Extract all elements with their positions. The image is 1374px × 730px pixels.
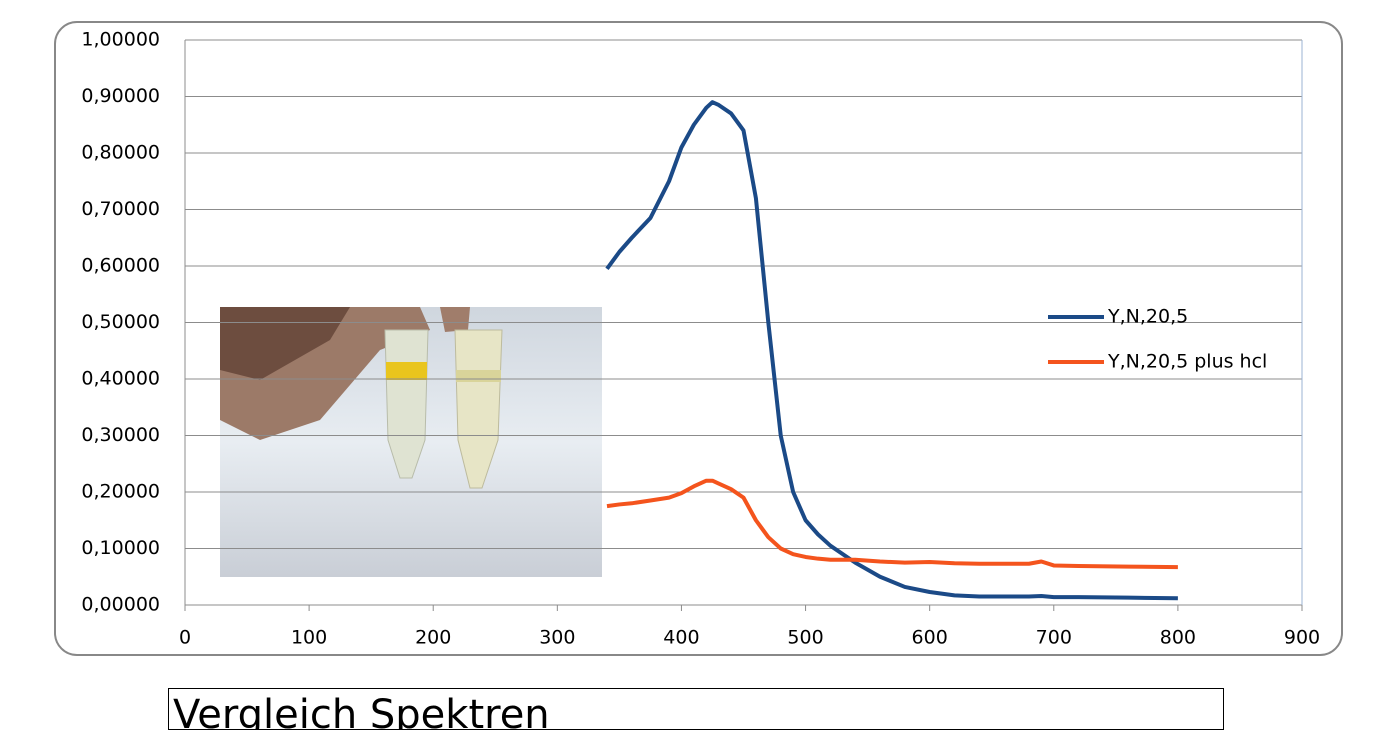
legend-label: Y,N,20,5 plus hcl <box>1107 351 1267 373</box>
caption: Vergleich Spektren <box>173 692 550 730</box>
page: {"chart_data": {"type": "line", "xlim": … <box>54 21 1343 730</box>
x-tick-label: 800 <box>1160 627 1196 649</box>
x-tick-label: 600 <box>912 627 948 649</box>
x-tick-label: 400 <box>663 627 699 649</box>
x-tick-label: 500 <box>787 627 823 649</box>
y-tick-label: 0,70000 <box>81 198 160 220</box>
y-tick-label: 0,10000 <box>81 537 160 559</box>
y-tick-label: 0,60000 <box>81 255 160 277</box>
y-tick-label: 0,20000 <box>81 481 160 503</box>
x-tick-label: 700 <box>1036 627 1072 649</box>
y-tick-label: 1,00000 <box>81 29 160 51</box>
y-tick-label: 0,30000 <box>81 424 160 446</box>
photo-inset <box>220 307 602 577</box>
series-line <box>606 478 1178 570</box>
x-tick-label: 900 <box>1284 627 1320 649</box>
legend-label: Y,N,20,5 <box>1107 306 1188 328</box>
x-tick-label: 200 <box>415 627 451 649</box>
caption-box: Vergleich Spektren <box>168 688 1224 730</box>
y-tick-label: 0,80000 <box>81 142 160 164</box>
y-tick-label: 0,90000 <box>81 85 160 107</box>
series-line <box>605 100 1178 601</box>
x-tick-label: 0 <box>179 627 191 649</box>
x-tick-label: 100 <box>291 627 327 649</box>
y-tick-label: 0,00000 <box>81 594 160 616</box>
chart: 0,00000 0,10000 0,20000 0,30000 0,40000 0,500… <box>54 21 1343 656</box>
y-tick-label: 0,50000 <box>81 311 160 333</box>
x-tick-label: 300 <box>539 627 575 649</box>
y-tick-label: 0,40000 <box>81 368 160 390</box>
